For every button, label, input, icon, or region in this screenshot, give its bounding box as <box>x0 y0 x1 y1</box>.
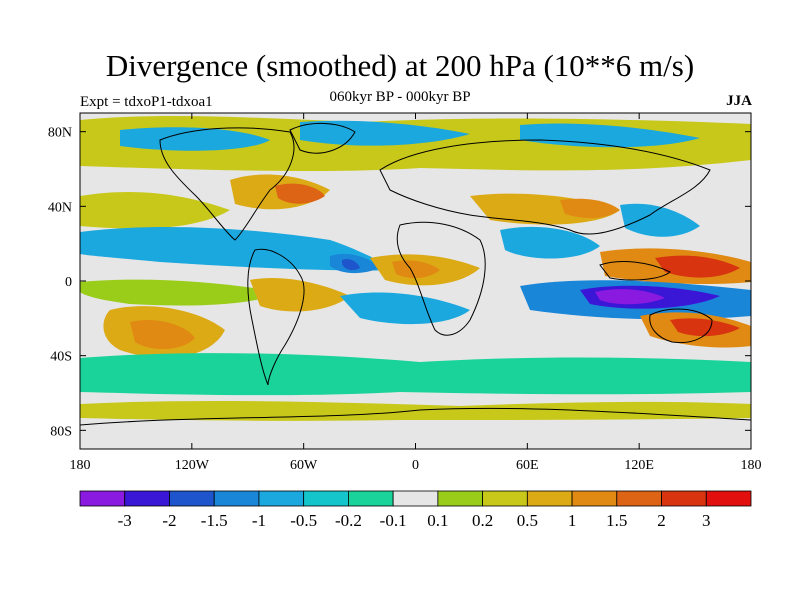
coast-maritime-continent <box>599 260 671 281</box>
x-tick-label: 0 <box>412 458 419 473</box>
colorbar-swatch <box>258 490 305 507</box>
region-deep-blue-atlantic <box>342 259 360 271</box>
colorbar-swatch <box>169 490 215 507</box>
chart-title: Divergence (smoothed) at 200 hPa (10**6 … <box>105 48 695 83</box>
coastlines <box>80 122 751 426</box>
map-field <box>80 113 751 449</box>
region-cyan-tropics-w <box>80 226 400 271</box>
colorbar-swatch <box>705 490 752 507</box>
region-red-wpac <box>655 255 740 278</box>
region-cyan-arctic <box>120 127 270 151</box>
coast-north-america <box>159 127 295 241</box>
region-deep-orange-spac <box>130 319 195 350</box>
x-tick-label: 60E <box>516 458 539 473</box>
colorbar-swatch <box>213 490 260 507</box>
colorbar-swatch <box>571 490 618 507</box>
y-tick-label: 80N <box>48 126 72 141</box>
colorbar-label: -1.5 <box>201 511 228 530</box>
colorbar-swatch <box>482 490 528 507</box>
season-label: JJA <box>726 93 752 109</box>
colorbar-swatch <box>303 490 349 507</box>
y-tick-label: 40S <box>50 350 72 365</box>
region-red-namerica <box>275 183 325 204</box>
colorbar-label: 2 <box>657 511 666 530</box>
region-red-australia <box>670 318 740 337</box>
colorbar-label: 3 <box>702 511 711 530</box>
region-cyan-mideast <box>500 226 600 259</box>
coast-south-america <box>247 248 305 386</box>
colorbar-swatch <box>661 490 707 507</box>
chart-subtitle: 060kyr BP - 000kyr BP <box>329 89 471 105</box>
colorbar-swatch <box>124 490 170 507</box>
region-yellow-npac <box>80 191 230 229</box>
region-deep-orange-asia <box>560 198 620 219</box>
region-purple-maritime <box>595 289 665 305</box>
colorbar-label: 0.2 <box>472 511 493 530</box>
region-green-southern <box>80 353 751 396</box>
colorbar-label: -0.5 <box>290 511 317 530</box>
colorbar-label: -2 <box>162 511 176 530</box>
colorbar-label: 0.5 <box>517 511 538 530</box>
region-cyan-satlantic <box>340 292 470 325</box>
coast-eurasia <box>379 139 711 235</box>
colorbar-label: -0.2 <box>335 511 362 530</box>
region-orange-samerica <box>250 277 350 312</box>
colorbar-swatch <box>437 490 484 507</box>
coast-australia <box>649 308 713 344</box>
colorbar-label: 0.1 <box>427 511 448 530</box>
colorbar: -3 -2 -1.5 -1 -0.5 -0.2 -0.1 0.1 0.2 0.5 1 1.5 2 3 <box>79 490 752 530</box>
colorbar-swatch <box>616 490 662 507</box>
x-tick-label: 120W <box>175 458 210 473</box>
x-tick-label: 120E <box>624 458 654 473</box>
colorbar-label: -0.1 <box>380 511 407 530</box>
colorbar-label: 1 <box>568 511 577 530</box>
axis-ticks: 180 120W 60W 0 60E 120E 180 80N 40N 0 40S 80S <box>48 113 762 473</box>
y-tick-label: 80S <box>50 424 72 439</box>
coast-greenland <box>289 122 356 154</box>
region-cyan-easia <box>620 203 700 237</box>
region-deep-orange-africa <box>392 260 440 279</box>
y-tick-label: 40N <box>48 200 72 215</box>
y-tick-label: 0 <box>65 275 72 290</box>
coast-antarctica <box>80 407 751 426</box>
colorbar-swatch <box>526 490 573 507</box>
colorbar-swatch <box>392 490 439 507</box>
x-tick-label: 180 <box>70 458 91 473</box>
x-tick-label: 60W <box>290 458 318 473</box>
x-tick-label: 180 <box>741 458 762 473</box>
colorbar-label: -3 <box>118 511 132 530</box>
colorbar-label: -1 <box>252 511 266 530</box>
colorbar-label: 1.5 <box>606 511 627 530</box>
region-cyan-greenland <box>300 120 470 146</box>
region-green-epac <box>80 279 280 306</box>
experiment-label: Expt = tdxoP1-tdxoa1 <box>80 94 213 110</box>
colorbar-swatch <box>79 490 126 507</box>
coast-africa <box>396 221 486 336</box>
colorbar-swatch <box>347 490 394 507</box>
